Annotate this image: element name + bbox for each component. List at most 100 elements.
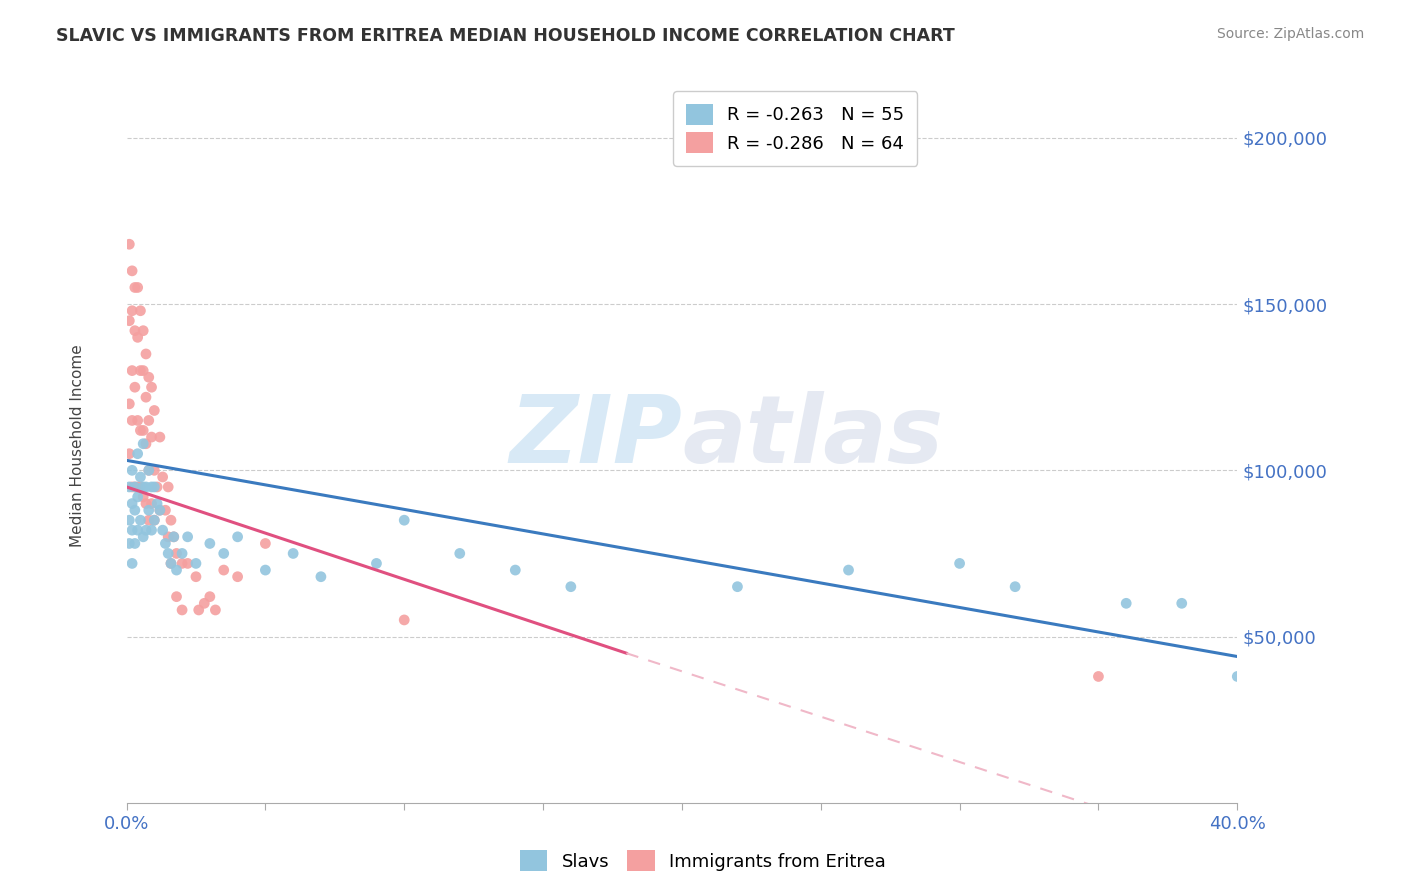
Point	[143, 403, 166, 417]
Point	[127, 413, 149, 427]
Point	[132, 324, 155, 338]
Point	[198, 536, 221, 550]
Point	[118, 314, 141, 328]
Point	[121, 264, 143, 278]
Point	[1115, 596, 1137, 610]
Point	[135, 347, 157, 361]
Point	[212, 546, 235, 560]
Point	[366, 557, 388, 571]
Point	[184, 570, 207, 584]
Point	[254, 563, 277, 577]
Point	[226, 570, 249, 584]
Point	[127, 480, 149, 494]
Point	[129, 363, 152, 377]
Point	[138, 413, 160, 427]
Point	[193, 596, 215, 610]
Point	[1004, 580, 1026, 594]
Point	[254, 536, 277, 550]
Point	[118, 447, 141, 461]
Point	[124, 380, 146, 394]
Point	[172, 557, 194, 571]
Point	[560, 580, 582, 594]
Point	[127, 490, 149, 504]
Point	[132, 424, 155, 438]
Point	[172, 546, 194, 560]
Point	[121, 480, 143, 494]
Point	[138, 463, 160, 477]
Point	[155, 503, 177, 517]
Point	[1087, 669, 1109, 683]
Point	[149, 503, 172, 517]
Point	[121, 557, 143, 571]
Point	[152, 523, 174, 537]
Point	[124, 536, 146, 550]
Point	[172, 603, 194, 617]
Point	[121, 363, 143, 377]
Point	[141, 497, 163, 511]
Point	[309, 570, 332, 584]
Point	[184, 557, 207, 571]
Point	[1170, 596, 1192, 610]
Point	[157, 546, 180, 560]
Point	[141, 480, 163, 494]
Point	[143, 513, 166, 527]
Point	[132, 363, 155, 377]
Point	[127, 447, 149, 461]
Point	[118, 237, 141, 252]
Point	[838, 563, 860, 577]
Point	[166, 590, 188, 604]
Point	[135, 497, 157, 511]
Point	[160, 557, 183, 571]
Point	[155, 536, 177, 550]
Point	[118, 480, 141, 494]
Point	[204, 603, 226, 617]
Point	[143, 463, 166, 477]
Point	[132, 490, 155, 504]
Point	[212, 563, 235, 577]
Point	[163, 530, 186, 544]
Point	[127, 280, 149, 294]
Point	[146, 497, 169, 511]
Point	[166, 563, 188, 577]
Point	[394, 613, 416, 627]
Point	[121, 413, 143, 427]
Point	[198, 590, 221, 604]
Point	[135, 480, 157, 494]
Point	[226, 530, 249, 544]
Point	[118, 536, 141, 550]
Point	[124, 503, 146, 517]
Point	[127, 330, 149, 344]
Point	[160, 557, 183, 571]
Point	[146, 480, 169, 494]
Point	[129, 470, 152, 484]
Point	[132, 480, 155, 494]
Point	[138, 513, 160, 527]
Point	[141, 523, 163, 537]
Point	[121, 303, 143, 318]
Point	[127, 523, 149, 537]
Point	[176, 557, 198, 571]
Point	[166, 546, 188, 560]
Legend: Slavs, Immigrants from Eritrea: Slavs, Immigrants from Eritrea	[513, 843, 893, 879]
Point	[124, 324, 146, 338]
Point	[132, 436, 155, 450]
Point	[727, 580, 749, 594]
Point	[118, 397, 141, 411]
Point	[281, 546, 304, 560]
Point	[948, 557, 970, 571]
Point	[135, 390, 157, 404]
Point	[132, 530, 155, 544]
Point	[124, 480, 146, 494]
Point	[163, 530, 186, 544]
Point	[449, 546, 471, 560]
Point	[152, 470, 174, 484]
Text: SLAVIC VS IMMIGRANTS FROM ERITREA MEDIAN HOUSEHOLD INCOME CORRELATION CHART: SLAVIC VS IMMIGRANTS FROM ERITREA MEDIAN…	[56, 27, 955, 45]
Point	[176, 530, 198, 544]
Point	[143, 513, 166, 527]
Point	[187, 603, 209, 617]
Point	[129, 303, 152, 318]
Point	[157, 480, 180, 494]
Point	[129, 480, 152, 494]
Point	[138, 463, 160, 477]
Point	[503, 563, 526, 577]
